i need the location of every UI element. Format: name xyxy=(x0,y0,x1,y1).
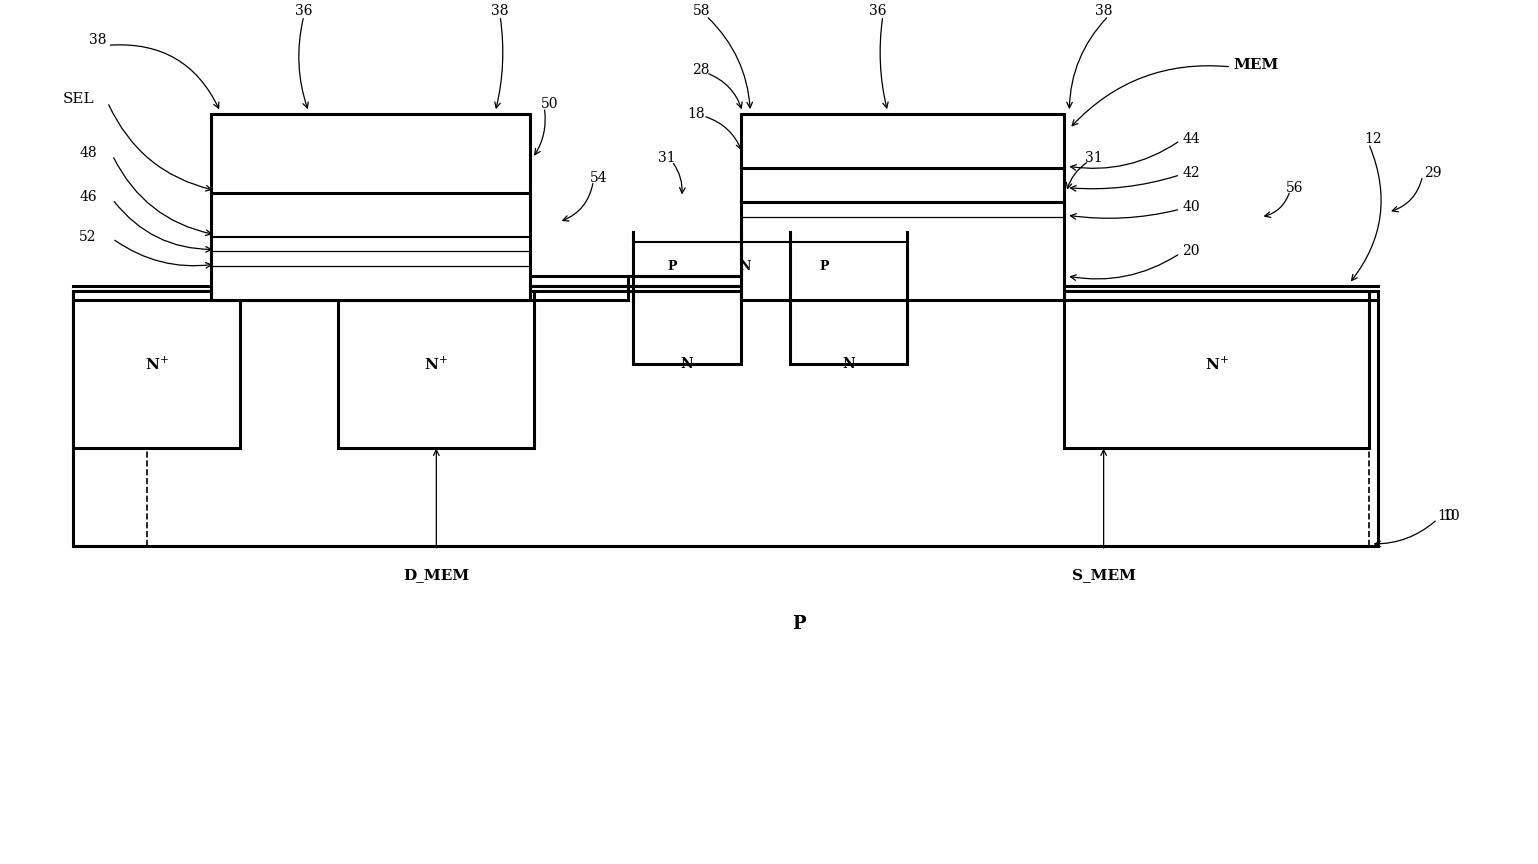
Text: 58: 58 xyxy=(692,4,711,18)
Text: N$^{+}$: N$^{+}$ xyxy=(145,356,169,373)
Text: 28: 28 xyxy=(692,63,711,77)
Text: 46: 46 xyxy=(78,190,97,205)
Bar xyxy=(211,114,529,301)
Bar xyxy=(338,290,534,448)
Text: D_MEM: D_MEM xyxy=(403,569,469,582)
Text: 36: 36 xyxy=(295,4,312,18)
Bar xyxy=(74,290,1378,546)
Text: 56: 56 xyxy=(1286,181,1304,194)
Text: N$^{+}$: N$^{+}$ xyxy=(424,356,448,373)
Text: 50: 50 xyxy=(540,97,558,111)
Text: P: P xyxy=(820,259,829,273)
Text: MEM: MEM xyxy=(1233,58,1278,72)
Text: P: P xyxy=(667,259,677,273)
Bar xyxy=(740,114,1064,301)
Bar xyxy=(1064,290,1369,448)
Text: 52: 52 xyxy=(78,230,97,244)
Text: 42: 42 xyxy=(1183,166,1200,180)
Text: 38: 38 xyxy=(491,4,509,18)
Text: 29: 29 xyxy=(1424,166,1441,180)
Text: 38: 38 xyxy=(89,34,106,48)
Text: 18: 18 xyxy=(687,107,706,121)
Bar xyxy=(632,290,740,365)
Text: 36: 36 xyxy=(869,4,887,18)
Text: 20: 20 xyxy=(1183,245,1200,258)
Text: 31: 31 xyxy=(1084,151,1103,165)
Text: N: N xyxy=(843,357,855,372)
Text: 10: 10 xyxy=(1438,510,1455,524)
Text: 10: 10 xyxy=(1443,510,1460,524)
Text: S_MEM: S_MEM xyxy=(1072,569,1135,582)
Text: 40: 40 xyxy=(1183,200,1200,214)
Text: 48: 48 xyxy=(78,146,97,160)
Text: N$^{+}$: N$^{+}$ xyxy=(1204,356,1229,373)
Text: N: N xyxy=(680,357,694,372)
Text: 54: 54 xyxy=(589,171,608,185)
Text: SEL: SEL xyxy=(63,92,94,106)
Bar xyxy=(789,290,907,365)
Text: 44: 44 xyxy=(1183,131,1200,145)
Text: 12: 12 xyxy=(1364,131,1383,145)
Text: P: P xyxy=(792,615,806,633)
Text: N: N xyxy=(740,259,751,273)
Text: 38: 38 xyxy=(1095,4,1112,18)
Bar xyxy=(74,290,240,448)
Text: 31: 31 xyxy=(658,151,675,165)
